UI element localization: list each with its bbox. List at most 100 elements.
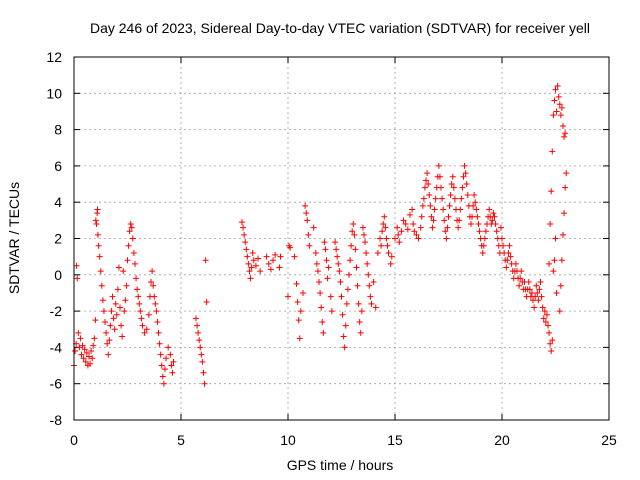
data-point (381, 213, 388, 220)
data-point (385, 250, 392, 257)
data-point (546, 329, 553, 336)
data-point (91, 335, 98, 342)
data-point (242, 239, 249, 246)
data-point (561, 210, 568, 217)
data-point (159, 373, 166, 380)
data-point (143, 326, 150, 333)
data-point (558, 257, 565, 264)
data-point (72, 348, 79, 355)
data-point (161, 366, 168, 373)
data-point (287, 244, 294, 251)
data-point (463, 181, 470, 188)
data-point (533, 282, 540, 289)
data-point (165, 344, 172, 351)
data-point (426, 191, 433, 198)
data-point (126, 228, 133, 235)
data-point (436, 173, 443, 180)
data-point (265, 260, 272, 267)
data-point (556, 308, 563, 315)
data-point (96, 253, 103, 260)
data-point (74, 275, 81, 282)
y-tick-label: 2 (54, 231, 62, 247)
y-tick-label: -8 (50, 412, 63, 428)
data-point (357, 329, 364, 336)
data-point (138, 315, 145, 322)
data-point (506, 242, 513, 249)
y-tick-label: -2 (50, 303, 63, 319)
data-point (134, 286, 141, 293)
y-axis-label: SDTVAR / TECUs (6, 182, 22, 294)
data-point (467, 220, 474, 227)
data-point (87, 360, 94, 367)
data-point (428, 213, 435, 220)
data-point (538, 293, 545, 300)
data-point (85, 353, 92, 360)
data-point (500, 242, 507, 249)
data-point (151, 293, 158, 300)
data-point (472, 199, 479, 206)
data-point (313, 260, 320, 267)
data-point (534, 289, 541, 296)
data-point (549, 148, 556, 155)
data-point (153, 308, 160, 315)
y-tick-label: 4 (54, 194, 62, 210)
data-point (562, 130, 569, 137)
data-point (526, 286, 533, 293)
data-point (550, 112, 557, 119)
data-point (377, 235, 384, 242)
data-point (549, 337, 556, 344)
data-point (109, 293, 116, 300)
data-point (461, 162, 468, 169)
y-tick-label: 6 (54, 158, 62, 174)
data-point (392, 235, 398, 242)
data-point (359, 224, 366, 231)
data-point (448, 181, 455, 188)
data-point (104, 340, 111, 347)
data-point (493, 228, 500, 235)
data-point (449, 173, 456, 180)
data-point (255, 255, 262, 262)
data-point (97, 268, 104, 275)
data-point (387, 260, 394, 267)
data-point (317, 289, 324, 296)
data-point (507, 253, 514, 260)
data-point (441, 217, 448, 224)
data-point (516, 282, 523, 289)
data-point (552, 86, 559, 93)
data-point (546, 260, 553, 267)
data-point (370, 279, 377, 286)
data-point (556, 101, 563, 108)
data-point (517, 275, 524, 282)
data-point (117, 304, 124, 311)
data-point (250, 257, 257, 264)
data-point (360, 231, 367, 238)
data-point (203, 299, 210, 306)
data-point (108, 308, 115, 315)
data-point (443, 235, 450, 242)
data-point (482, 228, 489, 235)
data-point (340, 333, 347, 340)
data-point (367, 293, 374, 300)
data-point (119, 333, 126, 340)
data-point (130, 250, 137, 257)
data-point (420, 195, 427, 202)
data-point (374, 250, 381, 257)
data-point (156, 340, 163, 347)
data-point (170, 358, 177, 365)
data-point (411, 228, 418, 235)
data-point (550, 268, 557, 275)
data-point (435, 162, 442, 169)
data-point (319, 318, 326, 325)
data-point (295, 317, 302, 324)
data-point (122, 297, 129, 304)
data-point (100, 308, 107, 315)
data-point (272, 251, 279, 258)
data-point (563, 170, 570, 177)
y-tick-label: 12 (46, 49, 62, 65)
data-point (439, 195, 446, 202)
data-point (402, 220, 409, 227)
y-tick-label: -4 (50, 339, 63, 355)
data-point (141, 329, 148, 336)
data-point (115, 264, 122, 271)
data-point (537, 279, 544, 286)
